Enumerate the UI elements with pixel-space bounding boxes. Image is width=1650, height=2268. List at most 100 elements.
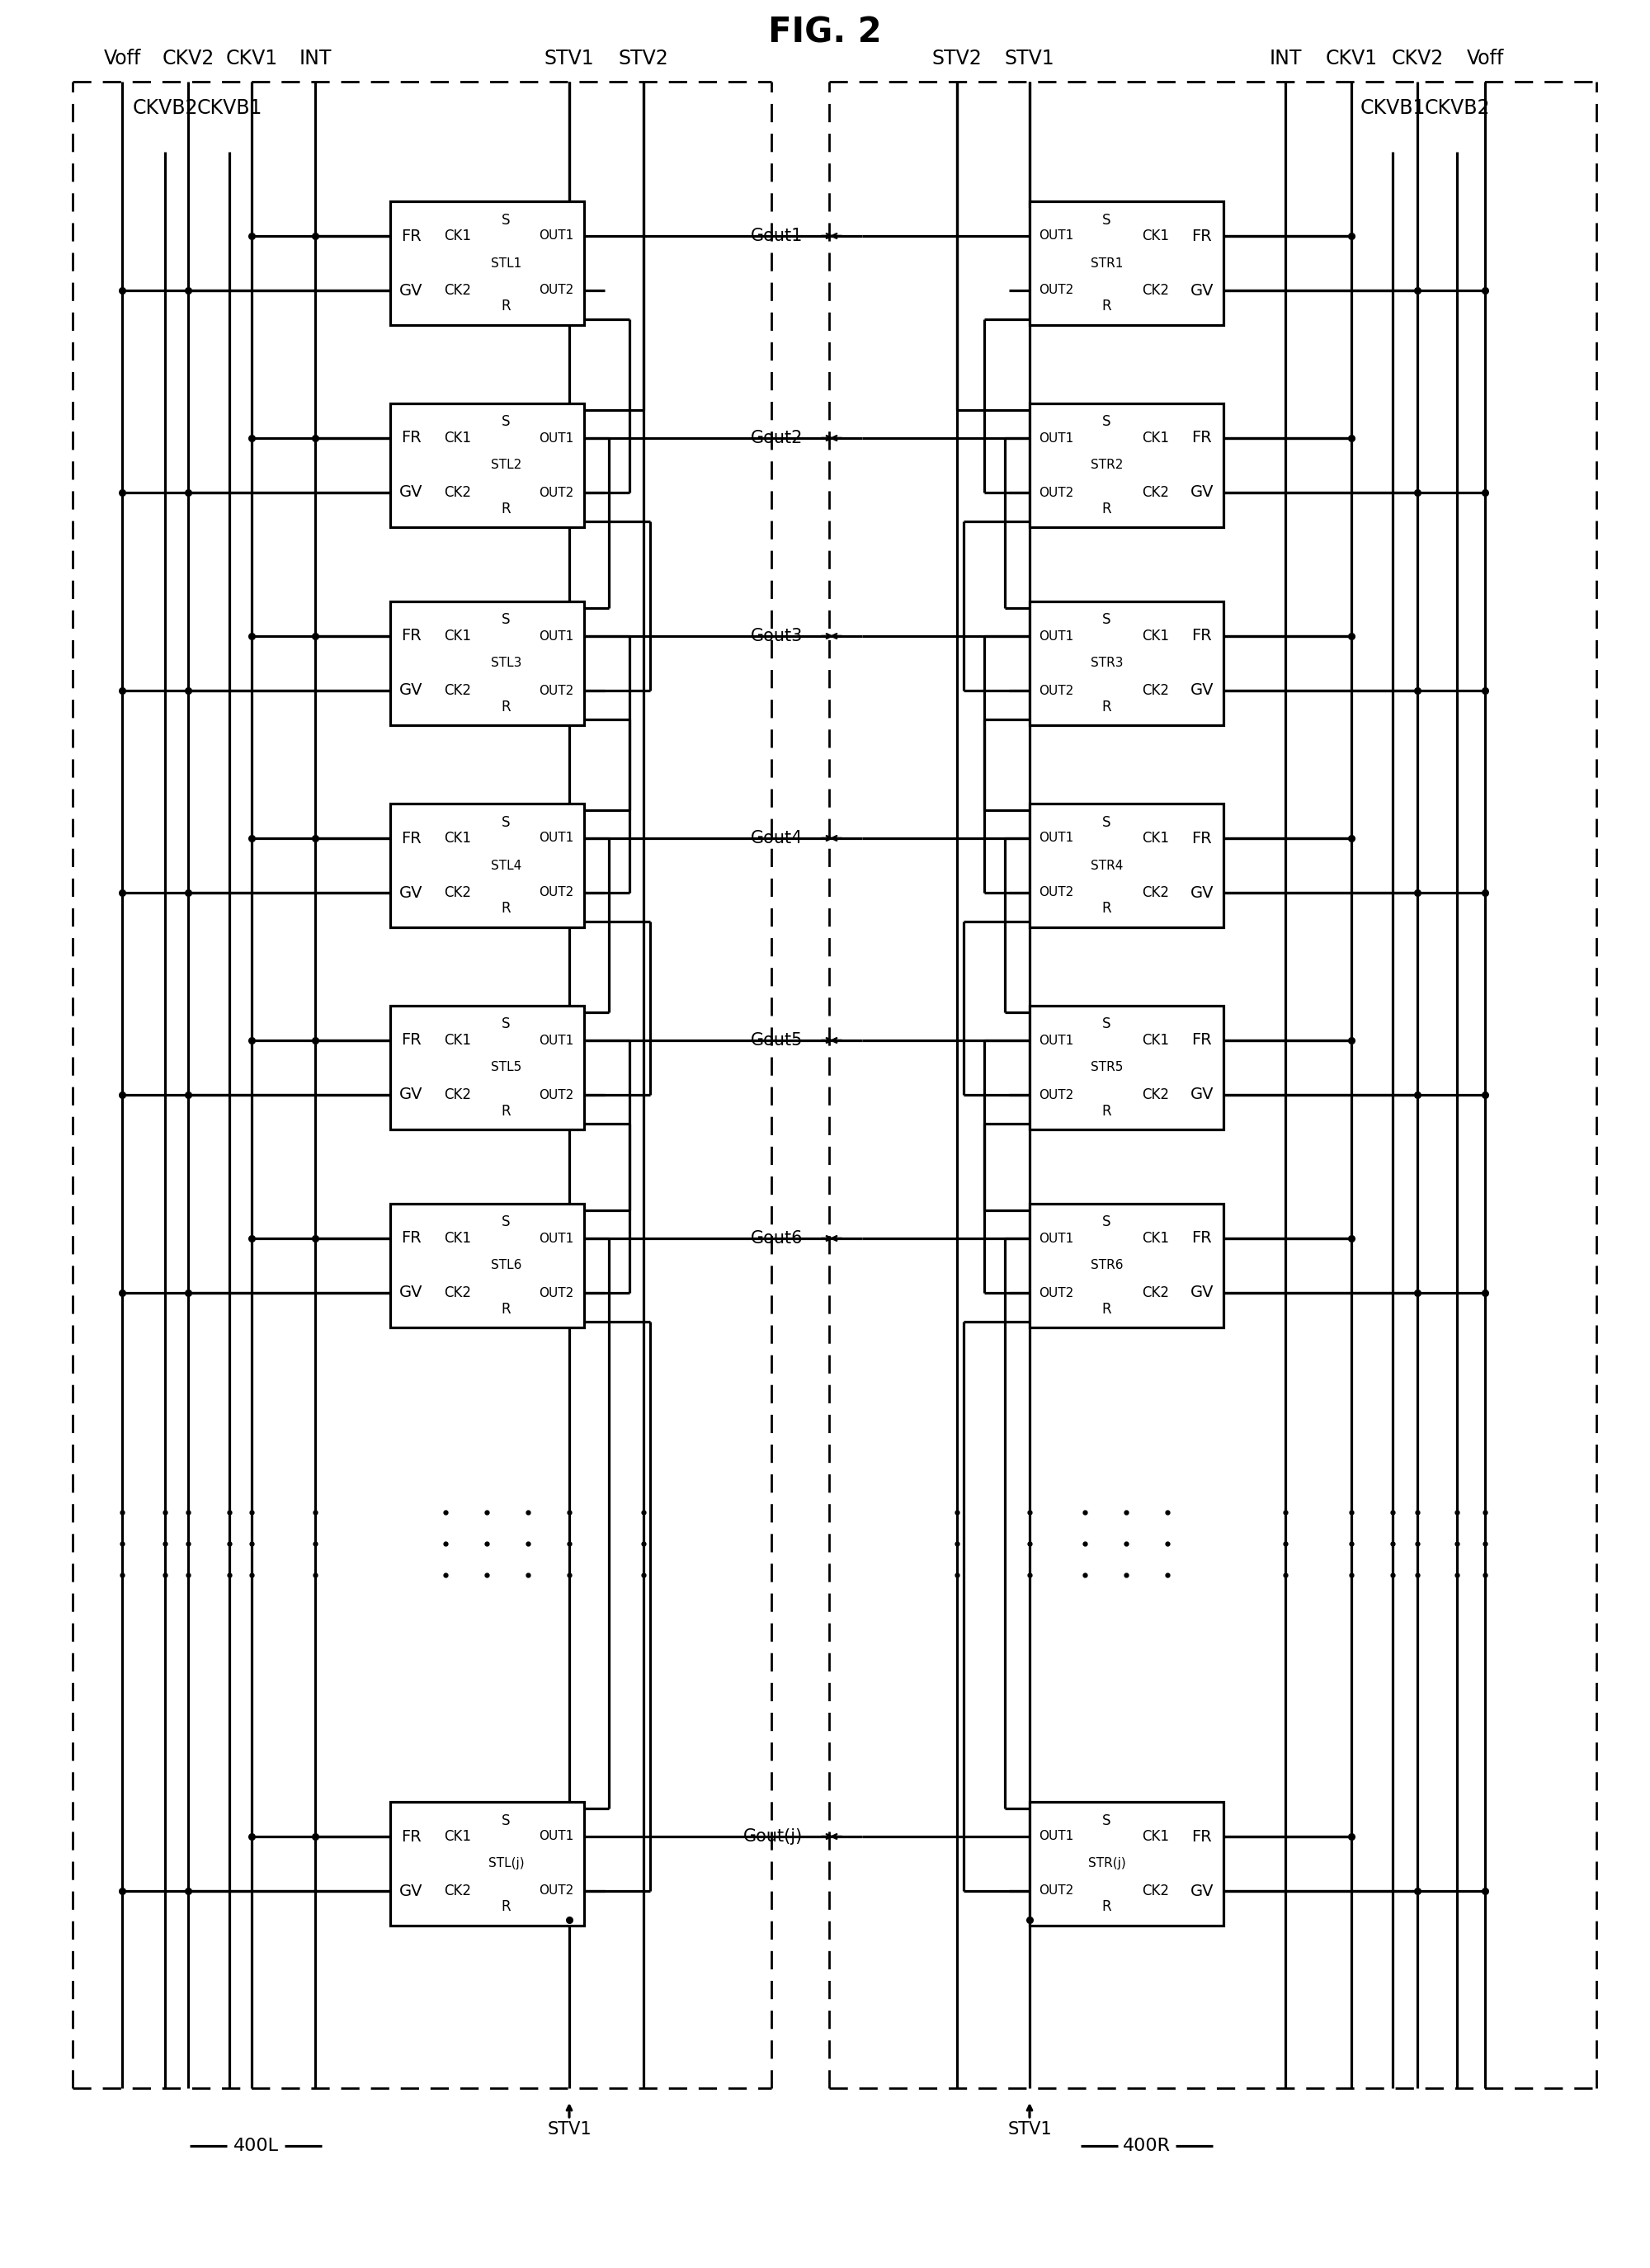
Text: STL4: STL4 [490, 860, 521, 871]
Text: OUT2: OUT2 [1040, 485, 1074, 499]
Text: FR: FR [401, 431, 421, 447]
Text: GV: GV [1190, 284, 1213, 299]
Text: OUT2: OUT2 [1040, 284, 1074, 297]
Text: R: R [1102, 900, 1112, 916]
Text: R: R [502, 299, 512, 313]
Text: OUT2: OUT2 [1040, 685, 1074, 696]
Text: OUT2: OUT2 [540, 685, 574, 696]
Text: R: R [502, 1302, 512, 1315]
Bar [1030, 601, 1223, 726]
Text: CK2: CK2 [1142, 683, 1168, 699]
Text: CK1: CK1 [1142, 1032, 1168, 1048]
Text: STR1: STR1 [1091, 256, 1124, 270]
Text: OUT1: OUT1 [1040, 1232, 1074, 1245]
Text: FR: FR [401, 628, 421, 644]
Text: CK2: CK2 [444, 1086, 472, 1102]
Text: CK1: CK1 [444, 1032, 472, 1048]
Text: GV: GV [1190, 1086, 1213, 1102]
Text: CKV2: CKV2 [162, 48, 214, 68]
Text: S: S [502, 1016, 510, 1032]
Text: GV: GV [399, 683, 422, 699]
Text: CK2: CK2 [1142, 1086, 1168, 1102]
Text: CK1: CK1 [1142, 431, 1168, 445]
Text: GV: GV [1190, 1882, 1213, 1898]
Text: S: S [502, 213, 510, 227]
Text: R: R [1102, 299, 1112, 313]
Text: R: R [502, 699, 512, 714]
Bar [1030, 1204, 1223, 1327]
Text: GV: GV [399, 1882, 422, 1898]
Text: STR4: STR4 [1091, 860, 1124, 871]
Text: OUT2: OUT2 [540, 1286, 574, 1300]
Text: CK1: CK1 [444, 628, 472, 644]
Text: STV2: STV2 [619, 48, 668, 68]
Text: Gout3: Gout3 [751, 628, 802, 644]
Text: FR: FR [401, 1828, 421, 1844]
Text: STL1: STL1 [490, 256, 521, 270]
Bar [1030, 803, 1223, 928]
Text: Voff: Voff [1467, 48, 1503, 68]
Bar [1030, 404, 1223, 526]
Text: GV: GV [399, 284, 422, 299]
Text: FR: FR [1191, 1828, 1213, 1844]
Bar [389, 1801, 584, 1926]
Text: STL3: STL3 [490, 658, 521, 669]
Bar [389, 1204, 584, 1327]
Text: OUT1: OUT1 [1040, 631, 1074, 642]
Text: Gout5: Gout5 [751, 1032, 802, 1048]
Text: CK2: CK2 [444, 1882, 472, 1898]
Text: CK1: CK1 [1142, 229, 1168, 243]
Text: CK2: CK2 [444, 284, 472, 297]
Text: OUT2: OUT2 [540, 1089, 574, 1100]
Text: CKV2: CKV2 [1391, 48, 1444, 68]
Text: INT: INT [299, 48, 332, 68]
Text: OUT1: OUT1 [1040, 229, 1074, 243]
Text: R: R [1102, 501, 1112, 517]
Text: FR: FR [1191, 628, 1213, 644]
Text: OUT1: OUT1 [1040, 1830, 1074, 1842]
Text: CK1: CK1 [444, 1232, 472, 1245]
Text: R: R [502, 501, 512, 517]
Text: OUT1: OUT1 [540, 431, 574, 445]
Bar [389, 803, 584, 928]
Text: S: S [502, 1216, 510, 1229]
Text: R: R [1102, 1302, 1112, 1315]
Text: Gout6: Gout6 [751, 1229, 802, 1247]
Text: CK2: CK2 [444, 485, 472, 499]
Text: S: S [1102, 814, 1110, 830]
Text: FIG. 2: FIG. 2 [769, 16, 881, 50]
Text: STL5: STL5 [490, 1061, 521, 1073]
Text: CK2: CK2 [444, 885, 472, 900]
Text: STV2: STV2 [932, 48, 982, 68]
Text: S: S [502, 415, 510, 429]
Text: STL(j): STL(j) [488, 1857, 525, 1869]
Text: S: S [502, 1812, 510, 1828]
Text: CKV1: CKV1 [1325, 48, 1378, 68]
Text: S: S [1102, 1016, 1110, 1032]
Text: OUT2: OUT2 [1040, 1089, 1074, 1100]
Text: OUT1: OUT1 [1040, 832, 1074, 844]
Text: STL6: STL6 [490, 1259, 521, 1272]
Bar [389, 202, 584, 324]
Text: STV1: STV1 [1008, 2121, 1051, 2139]
Text: OUT1: OUT1 [540, 1232, 574, 1245]
Text: Gout4: Gout4 [751, 830, 802, 846]
Text: CK2: CK2 [1142, 1882, 1168, 1898]
Text: CK2: CK2 [444, 1286, 472, 1300]
Text: GV: GV [1190, 683, 1213, 699]
Text: FR: FR [401, 830, 421, 846]
Text: CK1: CK1 [1142, 830, 1168, 846]
Text: OUT1: OUT1 [540, 832, 574, 844]
Text: S: S [502, 814, 510, 830]
Text: FR: FR [401, 1232, 421, 1245]
Text: OUT2: OUT2 [1040, 1885, 1074, 1896]
Text: CK1: CK1 [444, 830, 472, 846]
Text: FR: FR [1191, 229, 1213, 243]
Text: S: S [1102, 415, 1110, 429]
Text: GV: GV [1190, 885, 1213, 900]
Text: CK2: CK2 [1142, 284, 1168, 297]
Text: R: R [1102, 1901, 1112, 1914]
Text: CK2: CK2 [1142, 885, 1168, 900]
Text: OUT1: OUT1 [540, 631, 574, 642]
Text: CKVB1: CKVB1 [1360, 98, 1426, 118]
